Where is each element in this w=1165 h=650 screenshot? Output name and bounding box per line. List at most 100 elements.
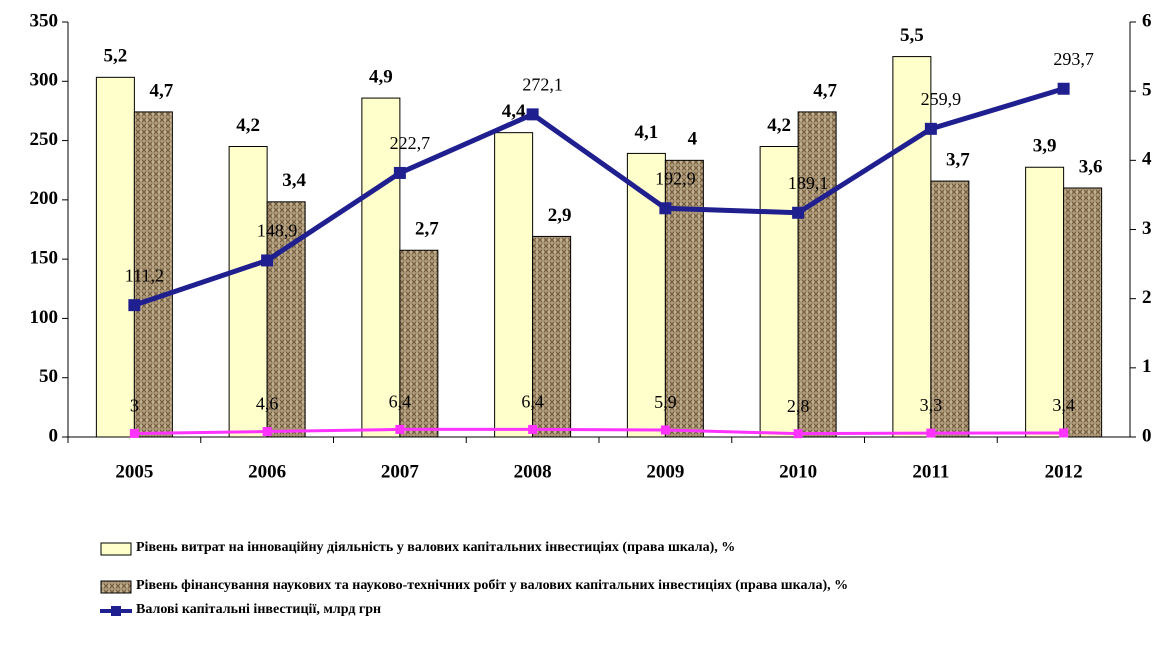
y-tick-label: 300 (30, 70, 59, 91)
x-tick-label: 2010 (779, 461, 817, 482)
x-tick-label: 2009 (646, 461, 684, 482)
bar (797, 111, 837, 438)
bar-value-label: 3,9 (1033, 136, 1057, 157)
line-value-label: 272,1 (522, 74, 563, 94)
line (134, 427, 1064, 436)
line-value-label: 2,8 (787, 396, 810, 416)
legend-entry: Рівень витрат на інноваційну діяльність … (100, 540, 1140, 556)
y2-tick-label: 4 (1142, 149, 1152, 170)
legend-label: Валові капітальні інвестиції, млрд грн (136, 602, 382, 617)
y2-tick-label: 1 (1142, 356, 1152, 377)
bar-value-label: 2,9 (548, 205, 572, 226)
y-tick-label: 150 (30, 248, 59, 269)
x-tick-label: 2005 (115, 461, 153, 482)
line-marker (393, 166, 406, 179)
legend-label: Рівень фінансування наукових та науково-… (136, 578, 849, 593)
chart: 0 50 100 150 200 250 300 350 0 1 2 3 4 5 6 2005 2006 2007… (30, 10, 1153, 482)
y-tick-label: 250 (30, 129, 59, 150)
bar (133, 111, 173, 438)
bar-value-label: 5,2 (104, 46, 128, 67)
bar-value-label: 4,2 (767, 115, 791, 136)
bar-value-label: 4,7 (813, 80, 837, 101)
bar-value-label: 4 (688, 129, 698, 150)
line-value-label: 3 (130, 396, 139, 416)
bar-value-label: 4,7 (150, 80, 174, 101)
line-value-label: 3,3 (920, 395, 943, 415)
x-tick-label: 2011 (912, 461, 949, 482)
bar (95, 76, 135, 438)
line-value-label: 259,9 (921, 89, 962, 109)
line-marker (262, 427, 272, 437)
bar-value-label: 3,7 (946, 149, 970, 170)
bar-value-label: 3,4 (282, 170, 306, 191)
legend-swatch (100, 606, 132, 616)
legend: Рівень витрат на інноваційну діяльність … (100, 540, 1140, 618)
bar (361, 97, 401, 438)
line-marker (395, 424, 405, 434)
line-value-label: 192,9 (655, 168, 696, 188)
bar-value-label: 4,4 (502, 101, 526, 122)
bar-value-label: 4,1 (635, 122, 659, 143)
bar (228, 146, 268, 438)
line-marker (792, 206, 805, 219)
bar-value-label: 2,7 (415, 219, 439, 240)
legend-swatch-fill (100, 542, 132, 556)
line-marker (526, 108, 539, 121)
line-marker (926, 428, 936, 438)
x-tick-label: 2008 (514, 461, 552, 482)
bar (1063, 187, 1103, 438)
y2-tick-label: 0 (1142, 425, 1152, 446)
bar (532, 235, 572, 438)
legend-entry: Валові капітальні інвестиції, млрд грн (100, 602, 1140, 618)
bar-value-label: 5,5 (900, 25, 924, 46)
y-tick-label: 0 (49, 425, 59, 446)
x-tick-label: 2012 (1045, 461, 1083, 482)
line-marker (793, 429, 803, 439)
x-tick-label: 2006 (248, 461, 286, 482)
legend-swatch (100, 580, 132, 594)
line-marker (128, 299, 141, 312)
bar-value-label: 3,6 (1079, 156, 1103, 177)
y-tick-label: 200 (30, 188, 59, 209)
line-value-label: 189,1 (788, 173, 829, 193)
legend-swatch (100, 542, 132, 556)
bar-value-label: 4,9 (369, 66, 393, 87)
line-marker (261, 254, 274, 267)
line-marker (659, 202, 672, 215)
bar (399, 249, 439, 438)
y2-tick-label: 5 (1142, 80, 1152, 101)
line-value-label: 6,4 (521, 392, 544, 412)
line-value-label: 293,7 (1053, 49, 1094, 69)
bar (626, 152, 666, 438)
line-value-label: 5,9 (654, 392, 677, 412)
line-marker (1059, 428, 1069, 438)
y2-tick-label: 2 (1142, 287, 1152, 308)
line-value-label: 148,9 (257, 221, 298, 241)
line-marker (1057, 82, 1070, 95)
line-value-label: 4,6 (256, 394, 279, 414)
bar (930, 180, 970, 438)
line-value-label: 111,2 (125, 265, 164, 285)
line-marker (528, 424, 538, 434)
line-marker (129, 428, 139, 438)
legend-swatch-marker (111, 606, 121, 616)
x-tick-label: 2007 (381, 461, 420, 482)
y-tick-label: 50 (39, 366, 58, 387)
line-value-label: 6,4 (389, 392, 412, 412)
bar (892, 56, 932, 438)
bar (759, 146, 799, 438)
line-marker (924, 122, 937, 135)
legend-swatch-fill (100, 580, 132, 594)
y-tick-label: 100 (30, 307, 59, 328)
line-value-label: 3,4 (1052, 395, 1075, 415)
legend-entry: Рівень фінансування наукових та науково-… (100, 578, 1140, 594)
legend-label: Рівень витрат на інноваційну діяльність … (136, 540, 736, 555)
line-marker (660, 425, 670, 435)
bar (1025, 166, 1065, 438)
line-value-label: 222,7 (390, 133, 431, 153)
y-tick-label: 350 (30, 10, 59, 31)
bar (494, 132, 534, 438)
bar-value-label: 4,2 (236, 115, 260, 136)
y2-tick-label: 6 (1142, 10, 1152, 31)
